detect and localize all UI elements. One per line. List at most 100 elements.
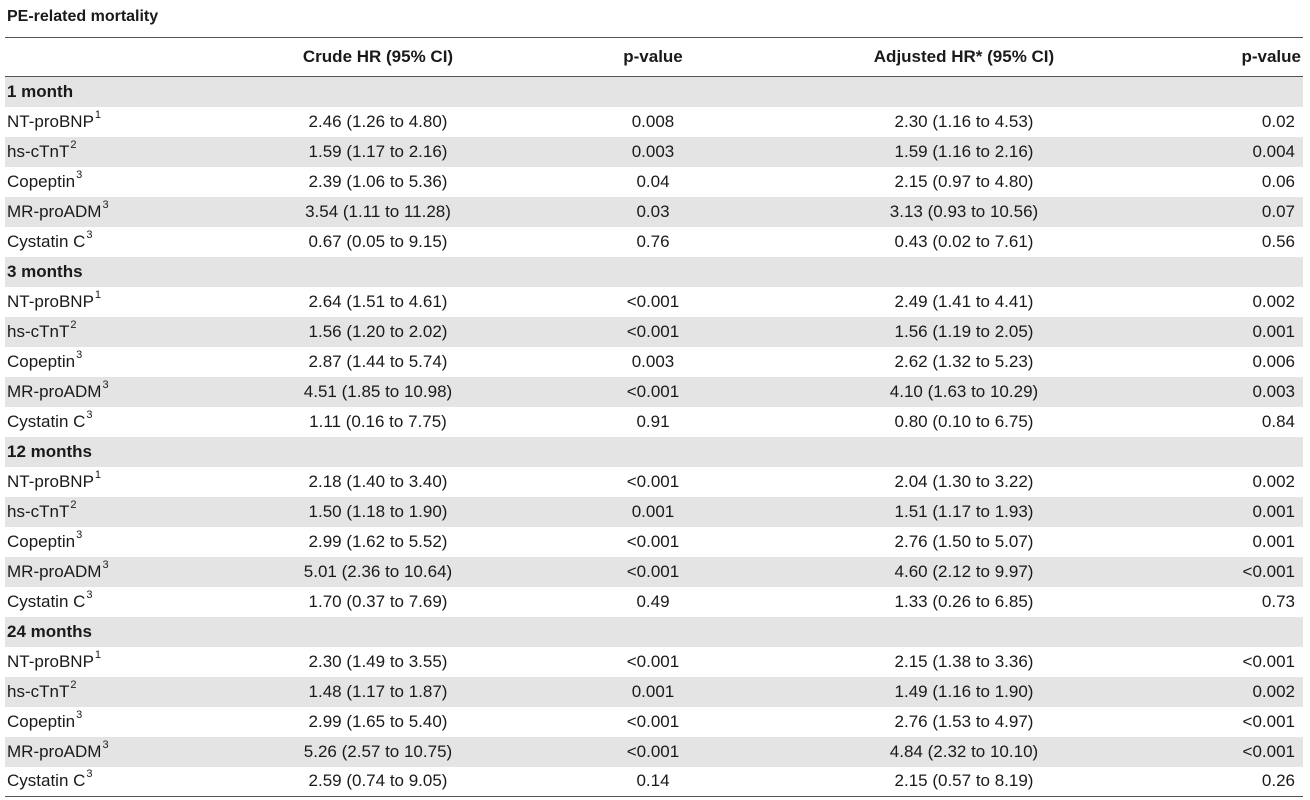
p-value-crude-cell: <0.001: [626, 381, 680, 401]
table-row: Cystatin C3 2.59 (0.74 to 9.05) 0.14 2.15 (…: [5, 767, 1303, 797]
crude-hr-cell: 1.11 (0.16 to 7.75): [309, 411, 447, 431]
p-value-adjusted-cell: 0.001: [1252, 531, 1295, 551]
p-value-adjusted-cell: 0.002: [1252, 681, 1295, 701]
marker-cell: NT-proBNP1: [5, 647, 251, 677]
p-value-crude-cell: <0.001: [626, 531, 680, 551]
crude-hr-cell: 2.39 (1.06 to 5.36): [308, 171, 448, 191]
adjusted-hr-cell: 1.56 (1.19 to 2.05): [894, 321, 1034, 341]
crude-hr-cell: 1.59 (1.17 to 2.16): [308, 141, 448, 161]
p-value-crude-cell: <0.001: [626, 651, 680, 671]
p-value-crude-cell: 0.001: [631, 681, 675, 701]
adjusted-hr-cell: 0.43 (0.02 to 7.61): [894, 231, 1034, 251]
marker-name: Copeptin: [7, 531, 76, 551]
footnote-marker: 3: [76, 708, 83, 721]
crude-hr-cell: 1.56 (1.20 to 2.02): [308, 321, 448, 341]
p-value-crude-cell: <0.001: [626, 711, 680, 731]
results-table: Crude HR (95% CI) p-value Adjusted HR* (…: [5, 37, 1303, 797]
section-label: 1 month: [7, 81, 74, 101]
section-row: 1 month: [5, 76, 1303, 107]
marker-name: Cystatin C: [7, 231, 86, 251]
adjusted-hr-cell: 1.59 (1.16 to 2.16): [894, 141, 1034, 161]
footnote-marker: 3: [86, 228, 93, 241]
crude-hr-cell: 0.67 (0.05 to 9.15): [308, 231, 448, 251]
footnote-marker: 3: [86, 408, 93, 421]
footnote-marker: 3: [86, 588, 93, 601]
adjusted-hr-cell: 2.76 (1.50 to 5.07): [894, 531, 1034, 551]
table-row: NT-proBNP1 2.64 (1.51 to 4.61) <0.001 2.49 …: [5, 287, 1303, 317]
p-value-crude-cell: 0.003: [631, 351, 675, 371]
footnote-marker: 3: [102, 198, 109, 211]
p-value-crude-cell: <0.001: [626, 291, 680, 311]
marker-name: hs-cTnT: [7, 501, 70, 521]
footnote-marker: 1: [94, 648, 102, 661]
header-p-value-adjusted: p-value: [1241, 47, 1301, 66]
marker-cell: hs-cTnT2: [5, 317, 251, 347]
p-value-crude-cell: <0.001: [626, 561, 680, 581]
p-value-crude-cell: 0.14: [636, 771, 670, 791]
marker-cell: Cystatin C3: [5, 407, 251, 437]
marker-name: hs-cTnT: [7, 141, 70, 161]
adjusted-hr-cell: 2.15 (0.97 to 4.80): [894, 171, 1034, 191]
marker-name: NT-proBNP: [7, 471, 94, 491]
crude-hr-cell: 2.59 (0.74 to 9.05): [308, 771, 448, 791]
p-value-crude-cell: <0.001: [626, 321, 680, 341]
table-title: PE-related mortality: [7, 8, 159, 25]
section-row: 24 months: [5, 616, 1303, 647]
marker-cell: MR-proADM3: [5, 557, 251, 587]
crude-hr-cell: 1.70 (0.37 to 7.69): [308, 591, 448, 611]
footnote-marker: 3: [102, 738, 109, 751]
footnote-marker: 3: [102, 558, 109, 571]
header-p-value-crude: p-value: [623, 47, 683, 66]
footnote-marker: 2: [70, 498, 77, 511]
crude-hr-cell: 1.48 (1.17 to 1.87): [308, 681, 448, 701]
p-value-adjusted-cell: 0.001: [1252, 501, 1295, 521]
table-row: Copeptin3 2.99 (1.62 to 5.52) <0.001 2.76 (…: [5, 527, 1303, 557]
table-row: hs-cTnT2 1.59 (1.17 to 2.16) 0.003 1.59 (1.…: [5, 136, 1303, 167]
marker-cell: Cystatin C3: [5, 227, 251, 257]
marker-name: Cystatin C: [7, 411, 86, 431]
header-marker: [5, 38, 251, 77]
crude-hr-cell: 2.87 (1.44 to 5.74): [308, 351, 448, 371]
marker-name: NT-proBNP: [7, 651, 94, 671]
marker-name: Copeptin: [7, 171, 76, 191]
p-value-crude-cell: 0.49: [636, 591, 670, 611]
marker-cell: hs-cTnT2: [5, 137, 251, 167]
results-table-container: Crude HR (95% CI) p-value Adjusted HR* (…: [5, 37, 1303, 797]
crude-hr-cell: 4.51 (1.85 to 10.98): [303, 381, 453, 401]
adjusted-hr-cell: 1.49 (1.16 to 1.90): [894, 681, 1034, 701]
adjusted-hr-cell: 4.84 (2.32 to 10.10): [889, 741, 1039, 761]
p-value-adjusted-cell: 0.73: [1261, 591, 1295, 611]
p-value-crude-cell: 0.008: [631, 111, 675, 131]
footnote-marker: 3: [76, 168, 83, 181]
adjusted-hr-cell: 1.33 (0.26 to 6.85): [894, 591, 1034, 611]
p-value-crude-cell: <0.001: [626, 471, 680, 491]
crude-hr-cell: 2.46 (1.26 to 4.80): [308, 111, 448, 131]
table-row: NT-proBNP1 2.18 (1.40 to 3.40) <0.001 2.04 …: [5, 467, 1303, 497]
p-value-crude-cell: 0.03: [636, 201, 670, 221]
adjusted-hr-cell: 2.15 (1.38 to 3.36): [894, 651, 1034, 671]
marker-cell: Copeptin3: [5, 167, 251, 197]
marker-name: hs-cTnT: [7, 681, 70, 701]
table-row: MR-proADM3 4.51 (1.85 to 10.98) <0.001 4.10…: [5, 376, 1303, 407]
crude-hr-cell: 2.64 (1.51 to 4.61): [308, 291, 448, 311]
section-label: 12 months: [7, 441, 93, 461]
crude-hr-cell: 2.99 (1.65 to 5.40): [308, 711, 448, 731]
marker-name: MR-proADM: [7, 201, 102, 221]
p-value-adjusted-cell: 0.001: [1252, 321, 1295, 341]
adjusted-hr-cell: 2.30 (1.16 to 4.53): [894, 111, 1034, 131]
crude-hr-cell: 3.54 (1.11 to 11.28): [305, 201, 451, 221]
footnote-marker: 3: [76, 348, 83, 361]
table-row: Cystatin C3 0.67 (0.05 to 9.15) 0.76 0.43 (…: [5, 227, 1303, 257]
marker-name: hs-cTnT: [7, 321, 70, 341]
p-value-adjusted-cell: 0.26: [1261, 771, 1295, 791]
marker-cell: NT-proBNP1: [5, 107, 251, 137]
table-row: hs-cTnT2 1.50 (1.18 to 1.90) 0.001 1.51 (1.…: [5, 496, 1303, 527]
adjusted-hr-cell: 1.51 (1.17 to 1.93): [894, 501, 1034, 521]
marker-name: MR-proADM: [7, 741, 102, 761]
table-row: Copeptin3 2.87 (1.44 to 5.74) 0.003 2.62 (1…: [5, 347, 1303, 377]
table-row: hs-cTnT2 1.48 (1.17 to 1.87) 0.001 1.49 (1.…: [5, 676, 1303, 707]
adjusted-hr-cell: 2.62 (1.32 to 5.23): [894, 351, 1034, 371]
p-value-adjusted-cell: <0.001: [1242, 741, 1295, 761]
table-row: NT-proBNP1 2.46 (1.26 to 4.80) 0.008 2.30 (…: [5, 107, 1303, 137]
footnote-marker: 3: [102, 378, 109, 391]
